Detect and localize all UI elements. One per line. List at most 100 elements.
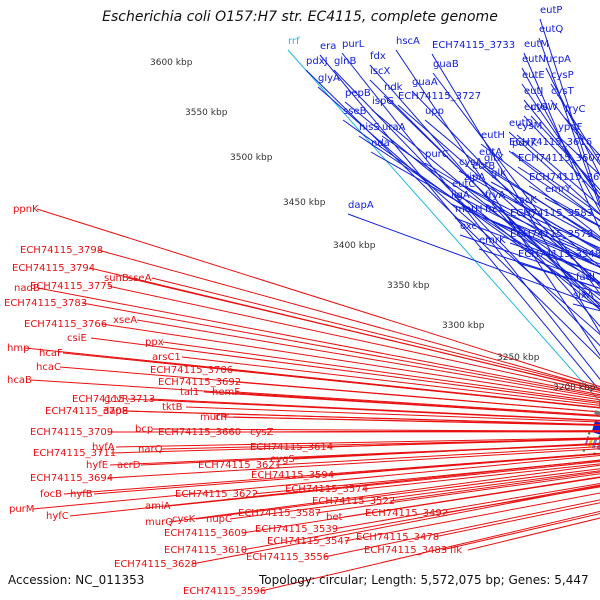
gene-label-ndk: ndk [384,82,403,93]
gene-label-cysW: cysW [531,102,558,113]
gene-label-ECH74115_3583: ECH74115_3583 [510,208,593,219]
leader-line [315,473,600,514]
leader-line [107,285,600,393]
leader-line [538,37,600,209]
leader-line [463,185,600,257]
gene-label-fryC: fryC [565,104,586,115]
gene-label-suhB: suhB [104,273,129,284]
gene-label-cscK: cscK [514,195,537,206]
kbp-tick-label: 3400 kbp [333,241,376,251]
leader-line [441,513,600,551]
kbp-tick-label: 3550 kbp [185,108,228,118]
leader-line [539,18,600,205]
gene-label-ECH74115_3610: ECH74115_3610 [164,545,247,556]
gene-label-gcvR: gcvR [104,394,129,405]
gene-label-glnB: glnB [334,56,356,67]
leader-line [480,143,600,238]
leader-line [115,437,600,448]
gene-label-emrY: emrY [545,184,572,195]
gene-label-ECH74115_3660: ECH74115_3660 [158,427,241,438]
leader-line [185,406,600,423]
gene-label-purM: purM [9,504,34,515]
gene-label-cysM: cysM [517,121,542,132]
gene-label-ECH74115_3706: ECH74115_3706 [150,365,233,376]
gene-label-hcaB: hcaB [7,375,32,386]
gene-label-guaA: guaA [412,77,438,88]
gene-label-eutD: eutD [509,118,533,129]
gene-label-ECH74115_3556: ECH74115_3556 [246,552,329,563]
leader-line [484,217,600,265]
leader-line [454,217,600,275]
leader-line [508,150,600,222]
gene-label-eutN: eutN [522,54,546,65]
gene-label-ECH74115_3596: ECH74115_3596 [183,586,266,597]
gene-label-eutM: eutM [524,39,549,50]
gene-label-dapE: dapE [103,406,128,417]
leader-line [191,485,600,565]
leader-line [235,391,600,416]
leader-line [241,484,600,551]
gene-label-dapA: dapA [348,200,374,211]
gene-label-ECH74115_3798: ECH74115_3798 [20,245,103,256]
gene-label-ECH74115_3713: ECH74115_3713 [72,394,155,405]
leader-line [370,151,600,284]
gene-label-tal1: tal1 [180,387,199,398]
gene-label-ECH74115_3692: ECH74115_3692 [158,377,241,388]
gene-label-ECH74115_3483: ECH74115_3483 [364,545,447,556]
leader-line [151,277,600,390]
leader-line [516,134,600,207]
gene-label-hscA: hscA [396,36,420,47]
leader-line [93,453,600,495]
gene-label-cysA: cysA [459,157,483,168]
leader-line [319,54,600,392]
leader-line [347,213,600,308]
gene-label-ECH74115_3733: ECH74115_3733 [432,40,515,51]
gene-label-iscX: iscX [370,66,390,77]
gene-label-flk: flk [450,545,462,556]
leader-line [369,79,600,310]
leader-line [260,510,600,592]
leader-line [32,454,600,510]
leader-line [149,398,600,421]
leader-line [252,459,600,495]
gene-label-zipA: zipA [464,172,485,183]
leader-line [327,437,600,448]
gene-label-focB: focB [40,489,62,500]
leader-line [459,234,600,284]
accession-text: Accession: NC_011353 [8,573,145,587]
topology-text: Topology: circular; Length: 5,572,075 bp… [259,573,589,587]
leader-line [107,448,600,479]
leader-line [517,166,600,221]
leader-line [126,410,600,426]
leader-line [203,391,600,417]
leader-line [168,460,600,507]
gene-label-ECH74115_3574: ECH74115_3574 [285,484,368,495]
gene-label-eutB: eutB [472,161,495,172]
leader-line [484,203,600,259]
gene-label-oxc: oxc [460,221,477,232]
gene-label-purL: purL [342,39,365,50]
gene-label-ECH74115_3522: ECH74115_3522 [312,496,395,507]
leader-line [317,86,600,336]
gene-label-pepB: pepB [345,88,371,99]
gene-label-ECH74115_3594: ECH74115_3594 [251,470,334,481]
leader-line [530,115,600,191]
gene-label-ECH74115_3478: ECH74115_3478 [356,532,439,543]
leader-line [383,95,600,307]
gene-label-glyA: glyA [318,73,340,84]
gene-label-ECH74115_3539: ECH74115_3539 [255,524,338,535]
leader-line [342,119,600,305]
kbp-tick-label: 3250 kbp [497,353,540,363]
kbp-tick-labels: 3600 kbp 3550 kbp 3500 kbp 3450 kbp 3400 kbp… [150,58,596,393]
gene-label-murQ: murQ [145,517,173,528]
leader-line [523,115,600,199]
gene-label-ECH74115_3727: ECH74115_3727 [398,91,481,102]
leader-line [181,356,600,406]
gene-label-bet: bet [326,512,343,523]
leader-line [523,52,600,232]
gene-label-ECH74115_3548: ECH74115_3548 [518,249,600,260]
gene-label-rrf: rrf [288,36,300,47]
gene-label-ECH74115_3694: ECH74115_3694 [30,473,113,484]
leader-line [333,69,600,347]
